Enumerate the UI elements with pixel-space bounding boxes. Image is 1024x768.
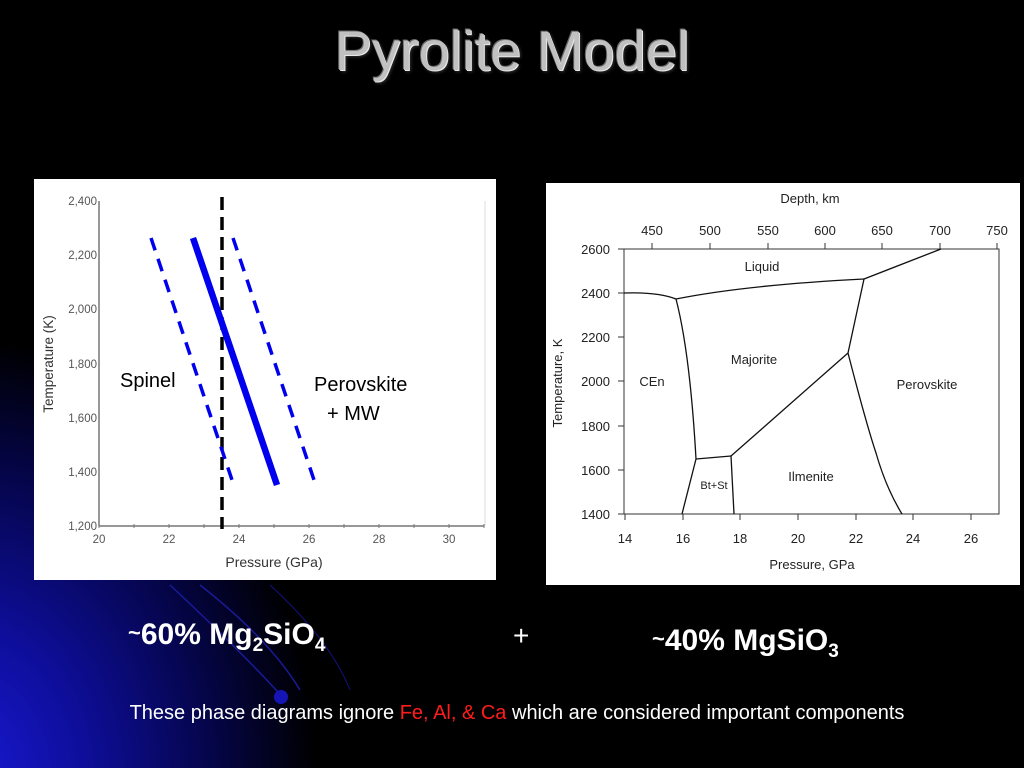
y-tick-labels: 1,200 1,400 1,600 1,800 2,000 2,200 2,40… [68,196,97,533]
dashed-boundary-blue-left [149,237,234,481]
dashed-boundary-blue-right [231,237,316,481]
svg-text:2600: 2600 [581,242,610,257]
perovskite-label: Perovskite [314,374,407,396]
svg-text:18: 18 [733,531,747,546]
svg-text:2,200: 2,200 [68,250,97,262]
y-tick-labels: 1400 1600 1800 2000 2200 2400 2600 [581,242,610,522]
slide-title: Pyrolite Model [334,19,690,82]
region-majorite: Majorite [731,352,777,367]
region-labels: Liquid Majorite CEn Perovskite Ilmenite … [639,259,957,492]
svg-text:2400: 2400 [581,286,610,301]
region-cen: CEn [639,374,664,389]
x-tick-labels: 20 22 24 26 28 30 [93,534,456,546]
plus-sign: + [513,620,530,651]
svg-text:20: 20 [93,534,106,546]
svg-text:700: 700 [929,223,951,238]
footnote: These phase diagrams ignore Fe, Al, & Ca… [129,702,905,724]
region-ilmenite: Ilmenite [788,469,834,484]
x-axis-label: Pressure (GPa) [225,554,322,570]
depth-tick-labels: 450 500 550 600 650 700 750 [641,223,1008,238]
svg-text:1,200: 1,200 [68,521,97,533]
svg-text:1,600: 1,600 [68,413,97,425]
solid-phase-boundary [189,236,281,487]
region-liquid: Liquid [745,259,780,274]
svg-text:22: 22 [849,531,863,546]
x-axis-label: Pressure, GPa [769,557,855,572]
svg-text:450: 450 [641,223,663,238]
depth-ticks [651,243,998,249]
y-ticks [618,248,624,515]
region-btst: Bt+St [700,480,727,492]
svg-text:1400: 1400 [581,507,610,522]
svg-text:1,400: 1,400 [68,467,97,479]
left-phase-diagram: 20 22 24 26 28 30 1,200 1,400 1,600 1,80… [34,179,496,580]
svg-text:26: 26 [303,534,316,546]
right-phase-diagram: Depth, km 450 500 550 600 650 700 750 14… [546,183,1020,585]
region-perovskite: Perovskite [897,377,958,392]
svg-text:28: 28 [373,534,386,546]
x-minor-ticks [98,524,485,528]
x-tick-labels: 14 16 18 20 22 24 26 [618,531,978,546]
svg-text:26: 26 [964,531,978,546]
svg-text:14: 14 [618,531,632,546]
svg-text:1,800: 1,800 [68,359,97,371]
svg-text:2200: 2200 [581,330,610,345]
svg-text:22: 22 [163,534,176,546]
x-ticks [624,514,972,520]
svg-text:1800: 1800 [581,419,610,434]
svg-text:20: 20 [791,531,805,546]
phase-boundaries [623,248,942,515]
y-axis-label: Temperature, K [550,338,565,427]
svg-text:24: 24 [906,531,920,546]
svg-text:2,000: 2,000 [68,304,97,316]
svg-text:650: 650 [871,223,893,238]
pyroxene-fraction: ~40% MgSiO3 [652,624,839,662]
svg-text:16: 16 [676,531,690,546]
svg-text:600: 600 [814,223,836,238]
olivine-fraction: ~60% Mg2SiO4 [128,618,326,656]
depth-axis-label: Depth, km [780,191,839,206]
svg-text:550: 550 [757,223,779,238]
svg-text:1600: 1600 [581,463,610,478]
svg-text:30: 30 [443,534,456,546]
svg-text:750: 750 [986,223,1008,238]
svg-text:500: 500 [699,223,721,238]
ignored-components: Fe, Al, & Ca [399,702,507,724]
svg-text:2,400: 2,400 [68,196,97,208]
svg-text:2000: 2000 [581,374,610,389]
spinel-label: Spinel [120,370,176,392]
mw-label: + MW [327,403,380,425]
svg-text:24: 24 [233,534,246,546]
y-axis-label: Temperature (K) [41,315,56,413]
